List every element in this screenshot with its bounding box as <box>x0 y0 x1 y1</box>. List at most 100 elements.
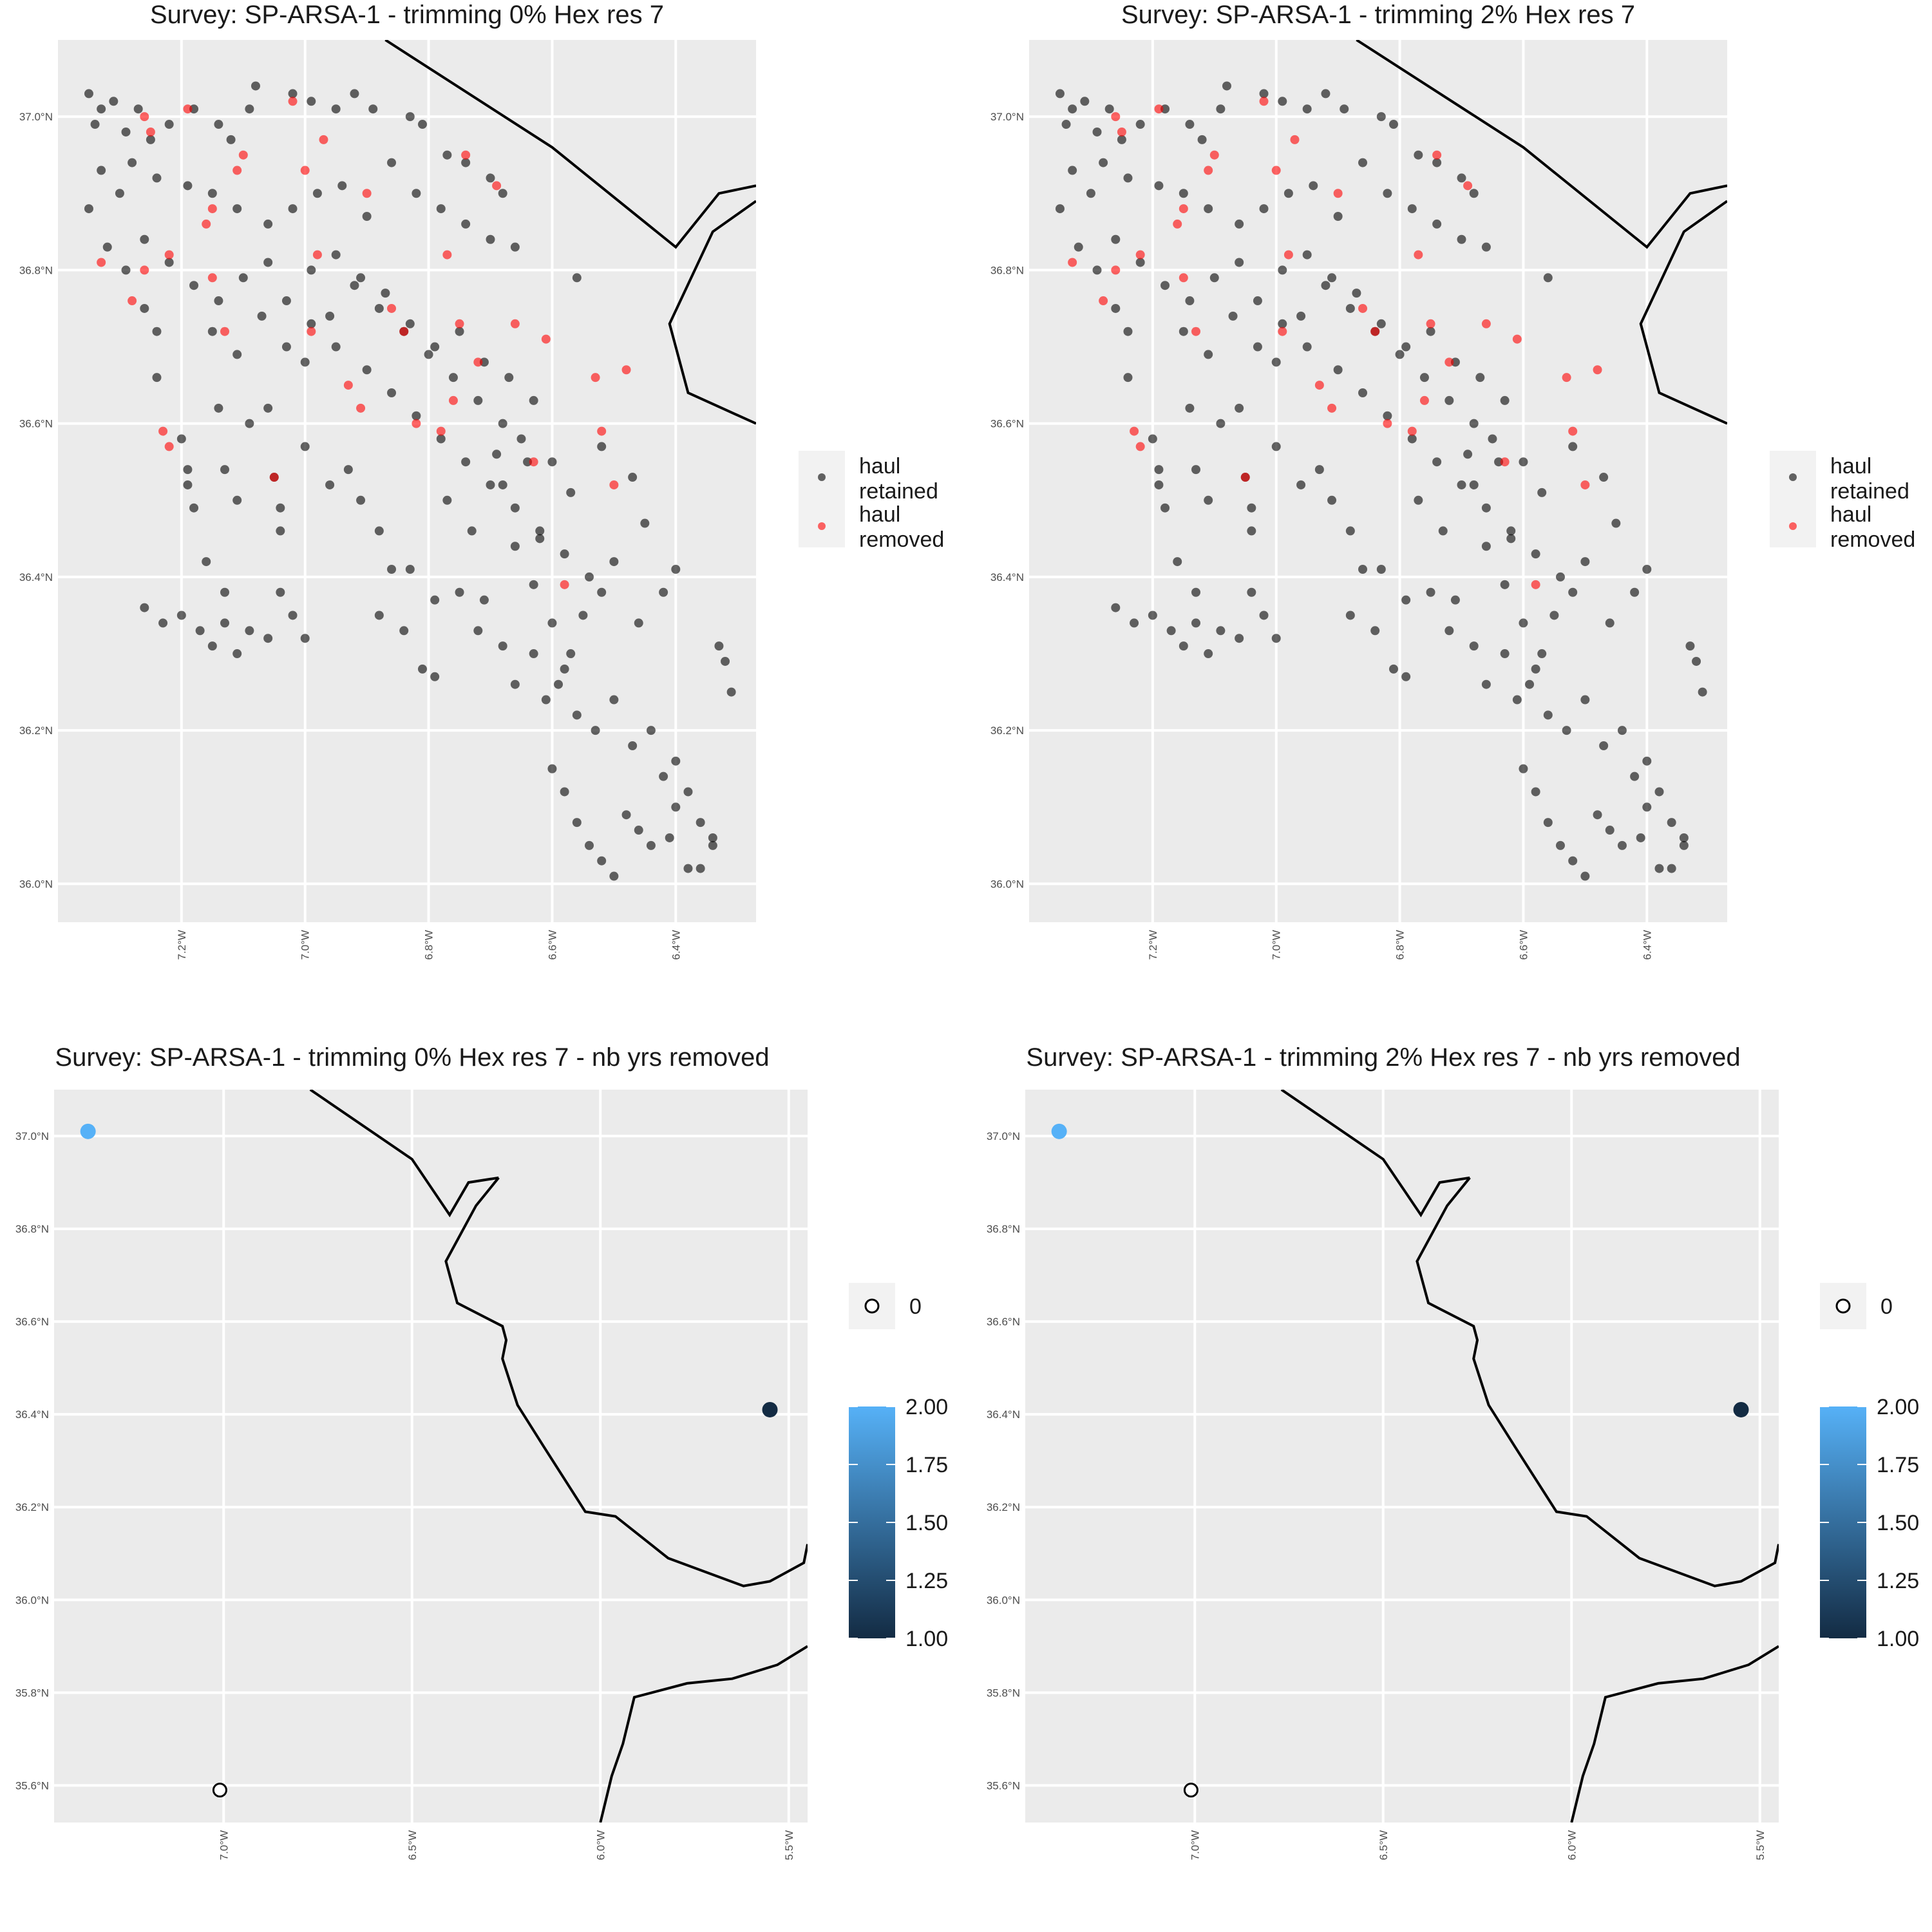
haul-retained-point <box>220 465 230 475</box>
haul-retained-point <box>1636 833 1645 842</box>
y-tick-label: 36.4°N <box>987 1408 1020 1421</box>
haul-retained-point <box>140 603 149 612</box>
legend-label-zero: 0 <box>1880 1294 1893 1319</box>
haul-retained-point <box>646 840 656 850</box>
haul-retained-point <box>1519 764 1528 773</box>
haul-retained-point <box>1061 120 1071 129</box>
legend: 0 1.00 1.25 1.50 1.75 2.00 <box>849 1283 948 1651</box>
haul-retained-point <box>1111 603 1121 612</box>
y-tick-label: 36.4°N <box>990 571 1024 583</box>
haul-retained-point <box>1568 442 1578 451</box>
coastline-path <box>1280 1090 1470 1218</box>
haul-retained-point <box>461 457 471 467</box>
haul-retained-point <box>325 480 335 489</box>
haul-removed-point <box>621 365 631 375</box>
haul-retained-point <box>1130 618 1139 628</box>
haul-retained-point <box>1111 303 1121 313</box>
haul-retained-point <box>1457 480 1466 489</box>
haul-removed-point <box>1333 189 1343 198</box>
chart-title: Survey: SP-ARSA-1 - trimming 2% Hex res … <box>1026 1043 1740 1072</box>
y-tick-label: 36.6°N <box>19 418 53 430</box>
haul-retained-point <box>387 565 397 574</box>
haul-retained-point <box>1568 587 1578 597</box>
y-tick-label: 35.6°N <box>987 1779 1020 1792</box>
data-points <box>1055 81 1707 881</box>
haul-retained-point <box>1352 289 1361 298</box>
haul-retained-point <box>387 388 397 397</box>
x-axis-ticks: 7.2°W 7.0°W 6.8°W 6.6°W 6.4°W <box>176 930 682 960</box>
haul-retained-point <box>121 127 131 137</box>
haul-retained-point <box>1469 189 1479 198</box>
haul-retained-point <box>214 120 223 129</box>
haul-retained-point <box>1642 756 1652 766</box>
haul-removed-point <box>362 189 372 198</box>
y-tick-label: 36.0°N <box>990 878 1024 890</box>
haul-retained-point <box>1685 641 1695 651</box>
coastline-path <box>384 40 756 249</box>
legend-key-background <box>799 451 845 547</box>
haul-retained-point <box>1314 465 1324 475</box>
grid <box>1029 40 1727 922</box>
haul-retained-point <box>1092 265 1102 275</box>
haul-retained-point <box>183 480 193 489</box>
haul-removed-point <box>238 150 248 160</box>
haul-retained-point <box>84 204 93 214</box>
haul-retained-point <box>535 534 545 544</box>
haul-retained-point <box>1191 465 1201 475</box>
haul-retained-point <box>183 465 193 475</box>
haul-retained-point <box>146 135 155 144</box>
y-axis-ticks: 35.6°N 35.8°N 36.0°N 36.2°N 36.4°N 36.6°N 36.8… <box>15 1130 49 1792</box>
haul-retained-point <box>1531 549 1540 559</box>
haul-retained-point <box>1247 526 1256 536</box>
y-tick-label: 36.6°N <box>990 418 1024 430</box>
haul-retained-point <box>1321 281 1331 290</box>
haul-retained-point <box>1494 457 1504 467</box>
haul-removed-point <box>492 181 502 191</box>
haul-retained-point <box>696 818 705 828</box>
haul-retained-point <box>1235 219 1244 229</box>
haul-retained-point <box>337 181 347 191</box>
haul-retained-point <box>307 265 316 275</box>
haul-retained-point <box>566 649 576 659</box>
haul-removed-point <box>1179 273 1188 283</box>
x-tick-label: 6.8°W <box>1394 930 1406 960</box>
coastline-path <box>444 1177 808 1587</box>
haul-retained-point <box>1580 871 1590 881</box>
haul-retained-point <box>412 411 421 421</box>
haul-retained-point <box>128 158 137 167</box>
haul-retained-point <box>245 626 254 636</box>
haul-retained-point <box>1154 465 1164 475</box>
haul-retained-point <box>1388 664 1398 674</box>
y-tick-label: 36.0°N <box>19 878 53 890</box>
haul-retained-point <box>1407 434 1417 444</box>
haul-removed-point <box>288 97 298 106</box>
haul-retained-point <box>1327 495 1337 505</box>
haul-retained-point <box>1154 480 1164 489</box>
haul-retained-point <box>1475 373 1485 383</box>
haul-retained-point <box>1395 350 1405 359</box>
y-tick-label: 36.6°N <box>15 1316 49 1328</box>
colorbar-label: 1.75 <box>905 1453 948 1477</box>
haul-removed-point <box>232 166 242 175</box>
haul-retained-point <box>1296 480 1306 489</box>
haul-retained-point <box>1376 565 1386 574</box>
haul-retained-point <box>1605 826 1615 835</box>
haul-retained-point <box>1555 840 1565 850</box>
haul-retained-point <box>424 350 433 359</box>
haul-retained-point <box>214 403 223 413</box>
haul-retained-point <box>479 357 489 367</box>
grid <box>1025 1090 1779 1823</box>
colorbar-label: 1.75 <box>1877 1453 1919 1477</box>
haul-removed-point <box>220 327 230 336</box>
haul-retained-point <box>578 611 588 620</box>
haul-retained-point <box>405 319 415 328</box>
haul-retained-point <box>1055 204 1065 214</box>
y-tick-label: 36.2°N <box>19 724 53 737</box>
haul-removed-point <box>609 480 619 489</box>
haul-retained-point <box>671 756 681 766</box>
haul-retained-point <box>554 679 564 689</box>
plot-background <box>54 1090 808 1823</box>
haul-retained-point <box>547 618 557 628</box>
haul-removed-point <box>1444 357 1454 367</box>
cell-point <box>80 1123 96 1139</box>
